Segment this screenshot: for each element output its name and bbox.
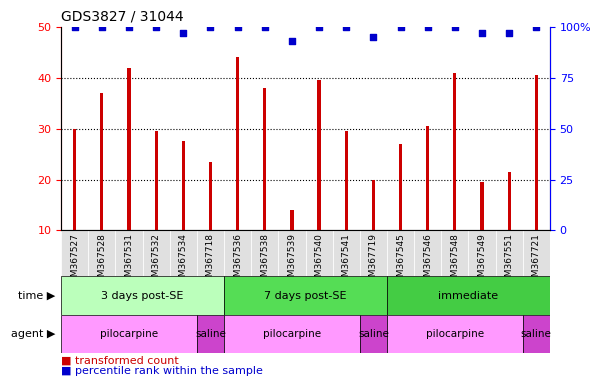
- Text: immediate: immediate: [438, 291, 499, 301]
- Text: 3 days post-SE: 3 days post-SE: [101, 291, 184, 301]
- Text: GSM367546: GSM367546: [423, 233, 432, 288]
- Text: ■ percentile rank within the sample: ■ percentile rank within the sample: [61, 366, 263, 376]
- Text: GSM367541: GSM367541: [342, 233, 351, 288]
- Bar: [197, 230, 224, 276]
- Bar: [100, 93, 103, 281]
- Text: GSM367536: GSM367536: [233, 233, 242, 288]
- Bar: [73, 129, 76, 281]
- Bar: [332, 230, 360, 276]
- Bar: [426, 126, 430, 281]
- Point: [124, 24, 134, 30]
- Point: [504, 30, 514, 36]
- Bar: [127, 68, 131, 281]
- Bar: [170, 230, 197, 276]
- Bar: [236, 57, 240, 281]
- Text: GSM367721: GSM367721: [532, 233, 541, 288]
- Text: GDS3827 / 31044: GDS3827 / 31044: [61, 9, 184, 23]
- Bar: [360, 230, 387, 276]
- Text: time ▶: time ▶: [18, 291, 55, 301]
- Bar: [387, 315, 523, 353]
- Text: GSM367534: GSM367534: [179, 233, 188, 288]
- Text: pilocarpine: pilocarpine: [263, 329, 321, 339]
- Point: [233, 24, 243, 30]
- Bar: [142, 230, 170, 276]
- Bar: [197, 315, 224, 353]
- Bar: [224, 315, 360, 353]
- Text: GSM367538: GSM367538: [260, 233, 269, 288]
- Bar: [61, 315, 197, 353]
- Bar: [61, 276, 224, 315]
- Bar: [290, 210, 293, 281]
- Bar: [209, 162, 212, 281]
- Bar: [88, 230, 115, 276]
- Point: [287, 38, 297, 44]
- Bar: [306, 230, 332, 276]
- Text: saline: saline: [195, 329, 226, 339]
- Bar: [387, 230, 414, 276]
- Text: GSM367548: GSM367548: [450, 233, 459, 288]
- Point: [178, 30, 188, 36]
- Text: GSM367719: GSM367719: [369, 233, 378, 288]
- Bar: [251, 230, 279, 276]
- Bar: [279, 230, 306, 276]
- Text: pilocarpine: pilocarpine: [100, 329, 158, 339]
- Point: [477, 30, 487, 36]
- Point: [450, 24, 459, 30]
- Text: GSM367539: GSM367539: [287, 233, 296, 288]
- Text: GSM367531: GSM367531: [125, 233, 133, 288]
- Point: [342, 24, 351, 30]
- Bar: [496, 230, 523, 276]
- Text: pilocarpine: pilocarpine: [426, 329, 484, 339]
- Point: [70, 24, 79, 30]
- Text: GSM367527: GSM367527: [70, 233, 79, 288]
- Bar: [399, 144, 402, 281]
- Bar: [115, 230, 142, 276]
- Bar: [480, 182, 484, 281]
- Text: GSM367532: GSM367532: [152, 233, 161, 288]
- Bar: [441, 230, 469, 276]
- Bar: [387, 276, 550, 315]
- Bar: [224, 230, 251, 276]
- Bar: [318, 80, 321, 281]
- Text: ■ transformed count: ■ transformed count: [61, 356, 179, 366]
- Text: GSM367718: GSM367718: [206, 233, 215, 288]
- Point: [152, 24, 161, 30]
- Bar: [345, 131, 348, 281]
- Point: [97, 24, 107, 30]
- Text: saline: saline: [521, 329, 552, 339]
- Bar: [371, 180, 375, 281]
- Bar: [360, 315, 387, 353]
- Bar: [61, 230, 88, 276]
- Bar: [224, 276, 387, 315]
- Text: GSM367551: GSM367551: [505, 233, 514, 288]
- Point: [532, 24, 541, 30]
- Point: [396, 24, 406, 30]
- Text: agent ▶: agent ▶: [10, 329, 55, 339]
- Bar: [155, 131, 158, 281]
- Point: [205, 24, 215, 30]
- Bar: [263, 88, 266, 281]
- Bar: [508, 172, 511, 281]
- Text: 7 days post-SE: 7 days post-SE: [264, 291, 347, 301]
- Bar: [523, 230, 550, 276]
- Point: [368, 34, 378, 40]
- Bar: [181, 141, 185, 281]
- Bar: [414, 230, 441, 276]
- Bar: [469, 230, 496, 276]
- Bar: [453, 73, 456, 281]
- Text: GSM367540: GSM367540: [315, 233, 324, 288]
- Bar: [535, 75, 538, 281]
- Text: saline: saline: [358, 329, 389, 339]
- Text: GSM367545: GSM367545: [396, 233, 405, 288]
- Point: [314, 24, 324, 30]
- Text: GSM367528: GSM367528: [97, 233, 106, 288]
- Text: GSM367549: GSM367549: [478, 233, 486, 288]
- Point: [423, 24, 433, 30]
- Bar: [523, 315, 550, 353]
- Point: [260, 24, 269, 30]
